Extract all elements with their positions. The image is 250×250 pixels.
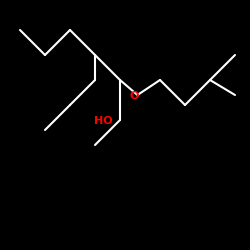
- Text: O: O: [129, 91, 138, 101]
- Text: HO: HO: [94, 116, 113, 126]
